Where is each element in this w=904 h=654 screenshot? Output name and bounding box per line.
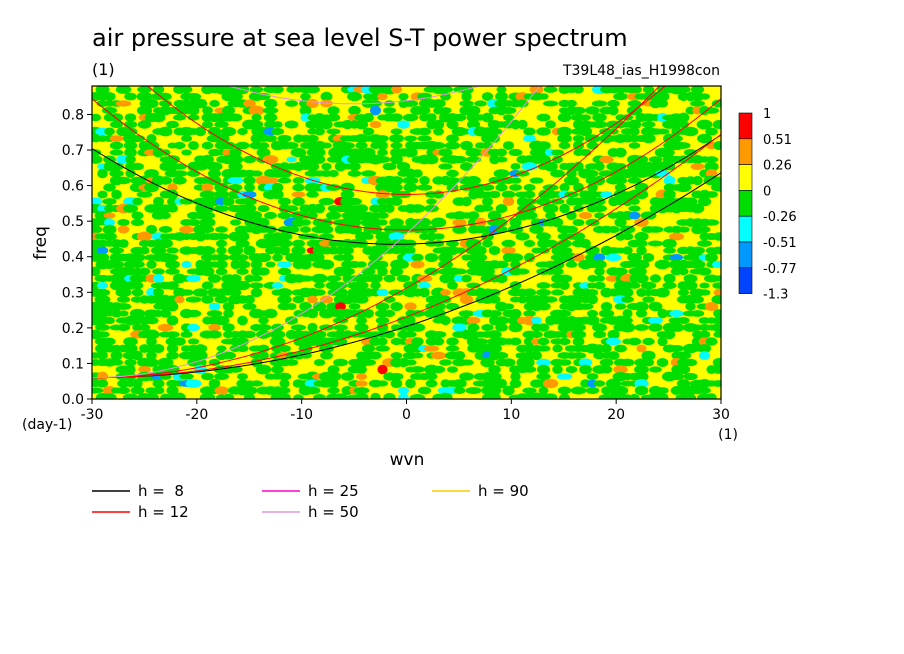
x-tick-label: -10: [290, 407, 313, 423]
kelvin-curve-h8: [92, 172, 721, 379]
colorbar-swatch: [738, 267, 753, 294]
y-tick-label: 0.5: [62, 214, 84, 230]
y-tick-label: 0.8: [62, 107, 84, 123]
colorbar-swatch: [738, 241, 753, 269]
legend-label: h = 8: [138, 482, 184, 500]
y-tick-label: 0.4: [62, 250, 84, 266]
x-tick-label: 20: [607, 407, 625, 423]
dispersion-curves: [92, 86, 721, 379]
colorbar-label: 0.51: [763, 133, 792, 148]
colorbar-label: -0.77: [763, 262, 797, 277]
chart-title: air pressure at sea level S-T power spec…: [92, 24, 628, 52]
legend-label: h = 90: [478, 482, 529, 500]
x-axis-label: wvn: [390, 450, 425, 470]
kelvin-curve-h50: [92, 86, 541, 379]
colorbar-swatch: [738, 215, 753, 243]
x-tick-label: 30: [712, 407, 730, 423]
colorbar: 1 0.51 0.26 0 -0.26 -0.51 -0.77 -1.3: [738, 107, 797, 303]
y-tick-label: 0.3: [62, 285, 84, 301]
y-tick-label: 0.7: [62, 143, 84, 159]
y-tick-label: 0.0: [62, 392, 84, 408]
x-tick-label: -30: [81, 407, 104, 423]
colorbar-label: 0.26: [763, 159, 792, 174]
x-axis-ticks: -30 -20 -10 0 10 20 30: [81, 399, 730, 423]
y-tick-label: 0.1: [62, 356, 84, 372]
kelvin-curve-h12: [92, 134, 721, 379]
x-tick-label: -20: [185, 407, 208, 423]
kelvin-curve-h25: [92, 86, 661, 379]
dispersion-curve-h8: [92, 134, 721, 245]
colorbar-label: 0: [763, 184, 771, 199]
colorbar-label: -0.26: [763, 210, 797, 225]
x-tick-label: 10: [502, 407, 520, 423]
colorbar-label: -1.3: [763, 288, 788, 303]
spectrum-field: [92, 86, 721, 399]
colorbar-label: -0.51: [763, 236, 797, 251]
legend-label: h = 25: [308, 482, 359, 500]
x-axis-unit: (1): [718, 427, 738, 443]
y-tick-label: 0.6: [62, 179, 84, 195]
title-unit: (1): [92, 60, 115, 79]
legend-label: h = 50: [308, 503, 359, 521]
y-axis-label: freq: [31, 226, 51, 260]
x-tick-label: 0: [402, 407, 411, 423]
field-cells: [92, 86, 721, 399]
colorbar-swatch: [738, 112, 753, 140]
dispersion-curve-h50: [226, 86, 482, 105]
colorbar-swatch: [738, 138, 753, 165]
legend-label: h = 12: [138, 503, 189, 521]
y-axis-unit: (day-1): [22, 417, 72, 433]
curve-legend: h = 8 h = 12 h = 25 h = 50 h = 90: [92, 482, 529, 521]
colorbar-label: 1: [763, 107, 771, 122]
y-axis-ticks: 0.0 0.1 0.2 0.3 0.4 0.5 0.6 0.7 0.8: [62, 107, 92, 408]
dispersion-curve-h12: [92, 98, 721, 231]
y-tick-label: 0.2: [62, 321, 84, 337]
dispersion-curve-h12-upper: [146, 86, 667, 196]
colorbar-swatch: [738, 164, 753, 191]
run-label: T39L48_ias_H1998con: [562, 63, 720, 79]
colorbar-swatch: [738, 190, 753, 217]
